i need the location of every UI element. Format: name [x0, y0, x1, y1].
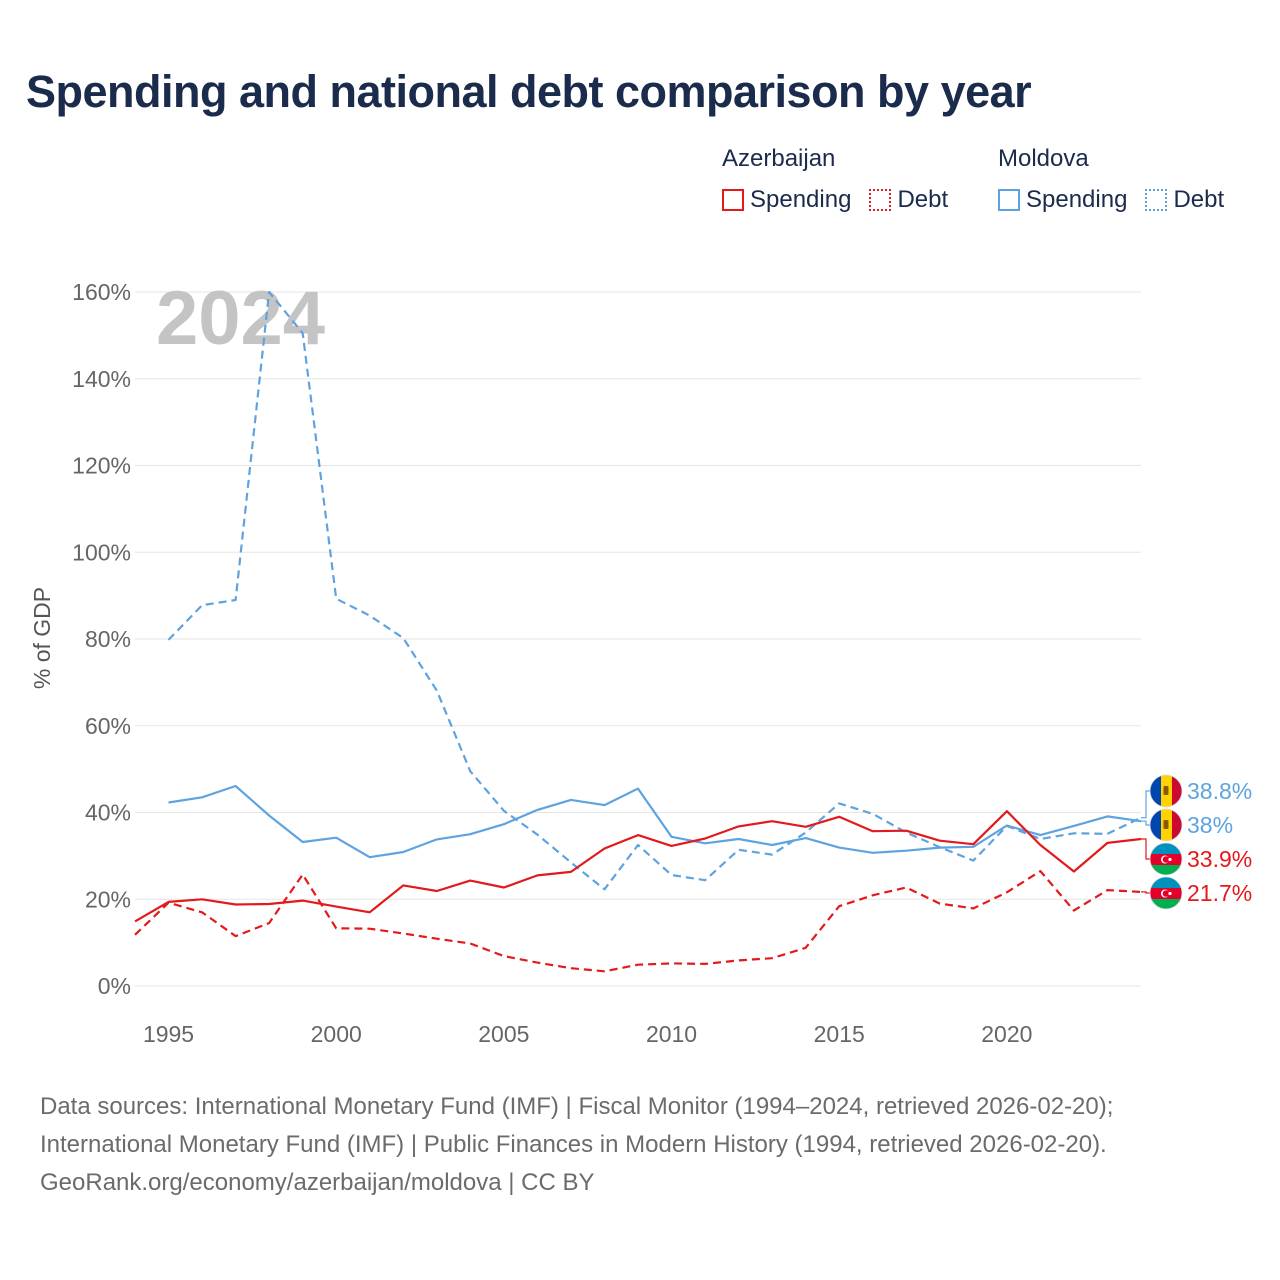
legend-item-label: Debt — [897, 186, 949, 213]
legend-group-name: Azerbaijan — [722, 145, 836, 172]
y-axis-label: % of GDP — [29, 587, 55, 689]
flag-crescent-cut — [1162, 890, 1170, 897]
line-chart: 2024 0% 20% 40% 60% 80% 100% 120% 140% 160% 1995 2… — [29, 276, 1252, 1047]
legend-swatch-solid — [998, 189, 1020, 211]
legend-group-azerbaijan: Azerbaijan Spending Debt — [722, 144, 948, 214]
x-tick-label: 2020 — [981, 1021, 1032, 1047]
x-tick-label: 2000 — [311, 1021, 362, 1047]
series-line-moldova-debt[interactable] — [167, 290, 1142, 891]
legend-item-label: Spending — [750, 186, 852, 213]
legend-swatch-dotted — [869, 189, 892, 211]
flag-border — [1149, 774, 1183, 808]
moldova-flag-icon — [1150, 809, 1182, 841]
legend-item-label: Debt — [1173, 186, 1225, 213]
y-tick-label: 60% — [85, 713, 131, 739]
legend-swatch-solid — [722, 189, 744, 211]
flag-stripe — [1150, 899, 1182, 909]
flag-star — [1168, 857, 1172, 862]
flag-stripe — [1150, 877, 1182, 888]
year-watermark: 2024 — [156, 276, 325, 361]
flag-emblem — [1163, 786, 1169, 795]
series-line-azerbaijan-spending[interactable] — [134, 810, 1142, 923]
x-tick-label: 2005 — [478, 1021, 529, 1047]
x-tick-label: 2010 — [646, 1021, 697, 1047]
source-link[interactable]: GeoRank.org/economy/azerbaijan/moldova |… — [40, 1169, 595, 1196]
source-note: Data sources: International Monetary Fun… — [40, 1088, 1113, 1202]
flag-stripe — [1172, 775, 1182, 807]
flag-stripe — [1150, 775, 1161, 807]
y-tick-label: 100% — [72, 539, 131, 565]
y-tick-label: 80% — [85, 626, 131, 652]
series-line-moldova-spending[interactable] — [168, 784, 1142, 859]
legend-item-azerbaijan-spending[interactable]: Spending — [722, 186, 851, 214]
end-value-label: 33.9% — [1187, 846, 1252, 872]
flag-star — [1168, 891, 1172, 896]
flag-emblem — [1163, 820, 1169, 829]
y-tick-label: 160% — [72, 279, 131, 305]
legend-item-azerbaijan-debt[interactable]: Debt — [869, 186, 948, 214]
end-value-label: 38.8% — [1187, 778, 1252, 804]
legend-swatch-dotted — [1145, 189, 1168, 211]
legend-item-label: Spending — [1026, 186, 1128, 213]
end-value-label: 21.7% — [1187, 880, 1252, 906]
source-line: International Monetary Fund (IMF) | Publ… — [40, 1131, 1107, 1158]
y-tick-label: 40% — [85, 800, 131, 826]
end-label-connector — [1141, 838, 1151, 860]
end-label-connector — [1141, 891, 1151, 894]
legend-item-moldova-spending[interactable]: Spending — [998, 186, 1127, 214]
x-tick-label: 2015 — [814, 1021, 865, 1047]
legend-group-moldova: Moldova Spending Debt — [998, 144, 1224, 214]
moldova-flag-icon — [1150, 775, 1182, 807]
y-tick-label: 140% — [72, 366, 131, 392]
legend-group-name: Moldova — [998, 145, 1089, 172]
flag-stripe — [1150, 809, 1161, 841]
source-line: Data sources: International Monetary Fun… — [40, 1093, 1114, 1120]
x-tick-label: 1995 — [143, 1021, 194, 1047]
end-value-label: 38% — [1187, 812, 1233, 838]
y-tick-label: 20% — [85, 886, 131, 912]
flag-stripe — [1172, 809, 1182, 841]
flag-stripe — [1150, 843, 1182, 854]
y-tick-label: 0% — [98, 973, 131, 999]
legend-item-moldova-debt[interactable]: Debt — [1145, 186, 1224, 214]
flag-stripe — [1150, 865, 1182, 875]
chart-title: Spending and national debt comparison by… — [26, 66, 1032, 117]
azerbaijan-flag-icon — [1150, 843, 1182, 875]
y-tick-label: 120% — [72, 453, 131, 479]
flag-border — [1149, 842, 1183, 876]
flag-crescent-cut — [1162, 856, 1170, 863]
end-label-connector — [1141, 790, 1151, 819]
flag-border — [1149, 808, 1183, 842]
azerbaijan-flag-icon — [1150, 877, 1182, 909]
end-label-connector — [1141, 820, 1151, 826]
flag-border — [1149, 876, 1183, 910]
series-line-azerbaijan-debt[interactable] — [134, 869, 1142, 973]
